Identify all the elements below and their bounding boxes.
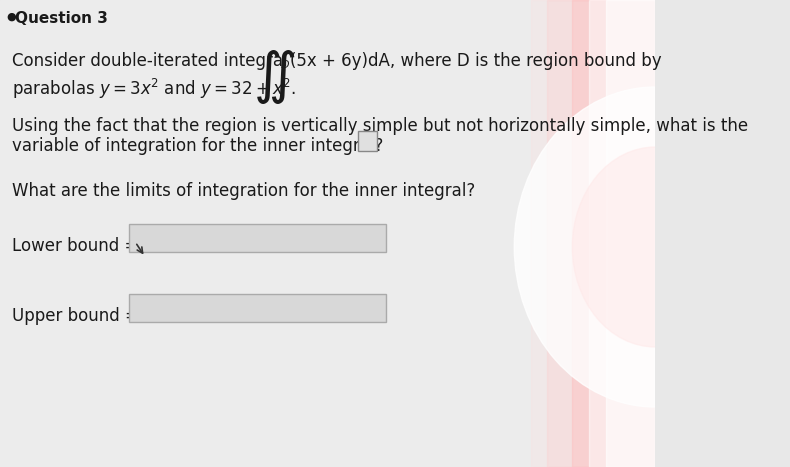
Text: parabolas $y = 3x^2$ and $y = 32 + x^2$.: parabolas $y = 3x^2$ and $y = 32 + x^2$. [12,77,296,101]
Text: What are the limits of integration for the inner integral?: What are the limits of integration for t… [12,182,475,200]
Text: Consider double-iterated integral: Consider double-iterated integral [12,52,288,70]
Text: Question 3: Question 3 [15,11,107,26]
Text: $\iint$: $\iint$ [253,48,295,106]
Bar [547,0,655,467]
Bar [359,131,377,151]
Bar [129,224,386,252]
Text: Using the fact that the region is vertically simple but not horizontally simple,: Using the fact that the region is vertic… [12,117,748,135]
Text: Upper bound =: Upper bound = [12,307,138,325]
Text: Lower bound =: Lower bound = [12,237,138,255]
Text: (5x + 6y)dA, where D is the region bound by: (5x + 6y)dA, where D is the region bound… [290,52,662,70]
Ellipse shape [572,147,738,347]
Bar [531,0,655,467]
Text: variable of integration for the inner integral?: variable of integration for the inner in… [12,137,383,155]
Bar [129,294,386,322]
Text: D: D [280,60,289,70]
Bar [605,0,655,467]
Bar [589,0,655,467]
Ellipse shape [514,87,790,407]
Bar [572,0,655,467]
Text: ●: ● [6,12,17,22]
